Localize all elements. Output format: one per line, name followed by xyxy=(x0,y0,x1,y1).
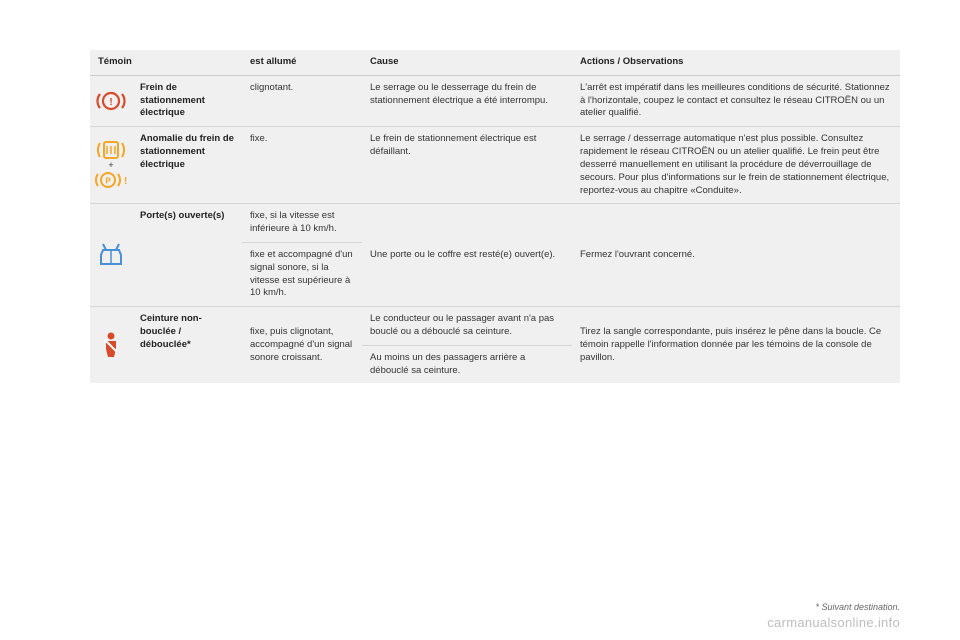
row-state: fixe. xyxy=(242,127,362,204)
warning-table: Témoin est allumé Cause Actions / Observ… xyxy=(90,50,900,383)
watermark: carmanualsonline.info xyxy=(767,615,900,630)
icon-seatbelt xyxy=(90,307,132,384)
header-actions: Actions / Observations xyxy=(572,50,900,75)
header-temoin: Témoin xyxy=(90,50,242,75)
row-action: Tirez la sangle correspondante, puis ins… xyxy=(572,307,900,384)
table-row: Ceinture non-bouclée / débouclée* fixe, … xyxy=(90,307,900,346)
icon-door-open xyxy=(90,204,132,307)
row-action: L'arrêt est impératif dans les meilleure… xyxy=(572,75,900,126)
row-state: clignotant. xyxy=(242,75,362,126)
row-name: Ceinture non-bouclée / débouclée* xyxy=(132,307,242,384)
table-row: + P ! Anomalie du frein de stationnement… xyxy=(90,127,900,204)
header-row: Témoin est allumé Cause Actions / Observ… xyxy=(90,50,900,75)
header-cause: Cause xyxy=(362,50,572,75)
page-container: Témoin est allumé Cause Actions / Observ… xyxy=(0,0,960,403)
table-row: ! Frein de stationnement électrique clig… xyxy=(90,75,900,126)
row-name: Frein de stationnement électrique xyxy=(132,75,242,126)
row-state: fixe, puis clignotant, accompagné d'un s… xyxy=(242,307,362,384)
row-state-b: fixe et accompagné d'un signal sonore, s… xyxy=(242,242,362,306)
icon-parking-brake: ! xyxy=(90,75,132,126)
row-cause-b: Au moins un des passagers arrière a débo… xyxy=(362,345,572,383)
svg-text:+: + xyxy=(108,160,113,170)
row-state-a: fixe, si la vitesse est inférieure à 10 … xyxy=(242,204,362,243)
table-row: Porte(s) ouverte(s) fixe, si la vitesse … xyxy=(90,204,900,243)
icon-parking-brake-fault: + P ! xyxy=(90,127,132,204)
row-action: Fermez l'ouvrant concerné. xyxy=(572,204,900,307)
header-etat: est allumé xyxy=(242,50,362,75)
footnote: * Suivant destination. xyxy=(815,602,900,612)
row-name: Anomalie du frein de stationnement élect… xyxy=(132,127,242,204)
svg-text:!: ! xyxy=(109,97,112,108)
row-cause: Le frein de stationnement électrique est… xyxy=(362,127,572,204)
row-cause-a: Le conducteur ou le passager avant n'a p… xyxy=(362,307,572,346)
row-cause: Le serrage ou le desserrage du frein de … xyxy=(362,75,572,126)
row-name: Porte(s) ouverte(s) xyxy=(132,204,242,307)
svg-text:!: ! xyxy=(124,176,127,187)
row-action: Le serrage / desserrage automatique n'es… xyxy=(572,127,900,204)
row-cause: Une porte ou le coffre est resté(e) ouve… xyxy=(362,204,572,307)
svg-text:P: P xyxy=(105,177,111,186)
